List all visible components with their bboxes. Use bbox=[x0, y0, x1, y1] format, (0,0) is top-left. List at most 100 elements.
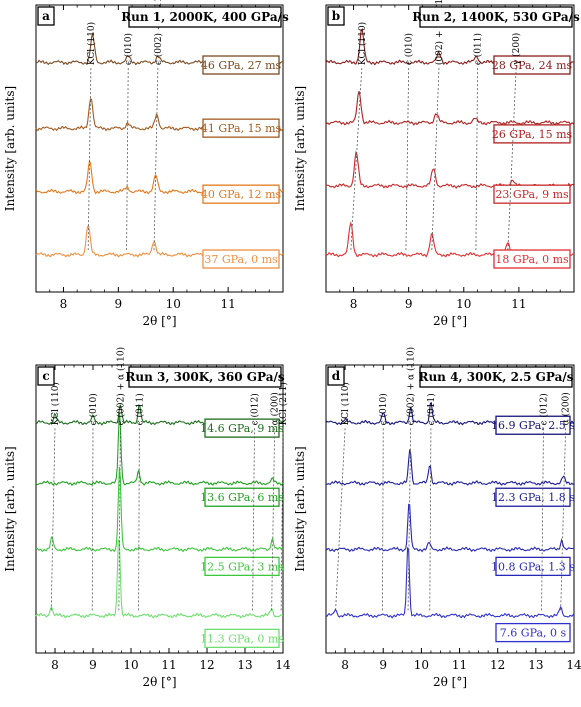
peak-label: KCl (110) bbox=[357, 22, 368, 65]
trace-line bbox=[35, 413, 284, 487]
trace-line bbox=[325, 449, 575, 487]
peak-label: ϵ (010) bbox=[123, 33, 134, 65]
x-tick-label: 8 bbox=[60, 297, 68, 311]
x-axis-title: 2θ [°] bbox=[142, 675, 176, 689]
x-tick-label: 10 bbox=[166, 297, 181, 311]
trace-label-box bbox=[204, 418, 280, 438]
peak-guide bbox=[382, 428, 384, 612]
trace-label: 18 GPa, 0 ms bbox=[495, 253, 569, 266]
x-tick-label: 14 bbox=[275, 658, 291, 672]
peak-guide bbox=[280, 428, 284, 612]
trace-label: 40 GPa, 12 ms bbox=[201, 188, 282, 201]
x-tick-label: 14 bbox=[566, 658, 581, 672]
trace-label: 23 GPa, 9 ms bbox=[495, 188, 569, 201]
x-tick-label: 13 bbox=[237, 658, 252, 672]
trace-label-box bbox=[204, 628, 280, 649]
y-axis-title: Intensity [arb. units] bbox=[293, 86, 307, 211]
chart-title: Run 1, 2000K, 400 GPa/s bbox=[121, 10, 289, 24]
peak-label: ϵ (011) bbox=[134, 393, 145, 425]
peak-guide bbox=[252, 428, 255, 612]
x-tick-label: 11 bbox=[220, 297, 235, 311]
plot-frame bbox=[325, 364, 575, 654]
x-axis-title: 2θ [°] bbox=[433, 675, 467, 689]
x-axis-title: 2θ [°] bbox=[142, 314, 176, 328]
trace-label: 41 GPa, 15 ms bbox=[201, 122, 282, 135]
x-tick-label: 8 bbox=[350, 297, 358, 311]
x-tick-label: 11 bbox=[161, 658, 176, 672]
peak-guide bbox=[138, 428, 140, 612]
peak-guide bbox=[335, 428, 346, 612]
x-tick-label: 13 bbox=[528, 658, 543, 672]
peak-guide bbox=[560, 428, 567, 612]
peak-label: (002) + γ (111) bbox=[434, 0, 445, 65]
trace-line bbox=[325, 547, 575, 619]
peak-guide bbox=[350, 68, 363, 251]
peak-label: ϵ (002) + α (110) bbox=[115, 347, 126, 426]
chart-title: Run 4, 300K, 2.5 GPa/s bbox=[418, 370, 573, 384]
trace-line bbox=[325, 503, 575, 553]
peak-label: ϵ (002) + γ (111) bbox=[153, 0, 164, 65]
trace-label: 10.8 GPa, 1.3 s bbox=[491, 560, 575, 573]
peak-label: ϵ (010) bbox=[88, 393, 99, 425]
trace-label-box bbox=[495, 487, 571, 507]
panel-a: 8 9 10 11 2θ [°] Intensity [arb. units] 37 GPa… bbox=[3, 0, 289, 328]
trace-label: 26 GPa, 15 ms bbox=[492, 128, 573, 141]
y-axis-title: Intensity [arb. units] bbox=[3, 86, 17, 211]
x-tick-label: 12 bbox=[199, 658, 214, 672]
peak-guide bbox=[429, 428, 432, 612]
x-tick-label: 9 bbox=[379, 658, 387, 672]
x-tick-label: 9 bbox=[405, 297, 413, 311]
trace-label-box bbox=[493, 184, 571, 204]
trace-line bbox=[326, 150, 575, 189]
x-tick-label: 8 bbox=[51, 658, 59, 672]
trace-label-box bbox=[202, 249, 280, 269]
trace-label: 16.9 GPa, 2.5 s bbox=[491, 419, 575, 432]
peak-label: ϵ (010) bbox=[404, 33, 415, 65]
x-tick-label: 9 bbox=[115, 297, 123, 311]
peak-label: α (200) bbox=[561, 392, 572, 425]
trace-label: 14.6 GPa, 9 ms bbox=[200, 422, 284, 435]
panel-letter-box bbox=[327, 6, 345, 26]
trace-line bbox=[325, 91, 575, 126]
peak-guide bbox=[431, 68, 440, 251]
trace-label: 7.6 GPa, 0 s bbox=[500, 627, 567, 640]
trace-label-box bbox=[204, 487, 280, 507]
x-tick-label: 11 bbox=[452, 658, 467, 672]
panel-letter: c bbox=[42, 369, 49, 383]
trace-label-box bbox=[202, 55, 280, 75]
peak-guide bbox=[87, 68, 92, 251]
panel-letter: d bbox=[332, 369, 341, 383]
x-tick-label: 12 bbox=[490, 658, 505, 672]
peak-label: ϵ (011) bbox=[426, 393, 437, 425]
panel-letter-box bbox=[327, 366, 345, 386]
run-title-box bbox=[128, 6, 282, 28]
trace-label: 12.5 GPa, 3 ms bbox=[200, 560, 284, 573]
peak-label: γ (200) bbox=[511, 33, 522, 65]
trace-label: 13.6 GPa, 6 ms bbox=[200, 491, 284, 504]
run-title-box bbox=[419, 6, 573, 28]
panel-d: 8 9 10 11 12 13 14 2θ [°] Intensity [arb. units]… bbox=[293, 347, 581, 689]
x-tick-label: 10 bbox=[456, 297, 471, 311]
peak-guide bbox=[405, 68, 410, 251]
peak-label: ϵ (002) + α (110) bbox=[406, 347, 417, 426]
chart-title: Run 2, 1400K, 530 GPa/s bbox=[412, 10, 580, 24]
peak-label: ϵ (012) bbox=[538, 393, 549, 425]
trace-label-box bbox=[493, 249, 571, 269]
peak-guide bbox=[475, 68, 478, 251]
x-tick-label: 10 bbox=[414, 658, 429, 672]
trace-label-box bbox=[202, 118, 280, 138]
peak-guide bbox=[50, 428, 56, 612]
trace-label: 11.3 GPa, 0 ms bbox=[200, 632, 284, 645]
trace-label: 37 GPa, 0 ms bbox=[204, 253, 278, 266]
peak-guide bbox=[407, 428, 412, 612]
x-tick-label: 10 bbox=[123, 658, 138, 672]
trace-label-box bbox=[495, 622, 571, 643]
trace-label-box bbox=[204, 556, 280, 577]
peak-guide bbox=[118, 428, 121, 612]
y-axis-title: Intensity [arb. units] bbox=[3, 446, 17, 571]
peak-label: KCl (110) bbox=[86, 22, 97, 65]
peak-label: ϵ (010) bbox=[378, 393, 389, 425]
peak-label: KCl (110) bbox=[50, 382, 61, 425]
chart-title: Run 3, 300K, 360 GPa/s bbox=[125, 370, 284, 384]
